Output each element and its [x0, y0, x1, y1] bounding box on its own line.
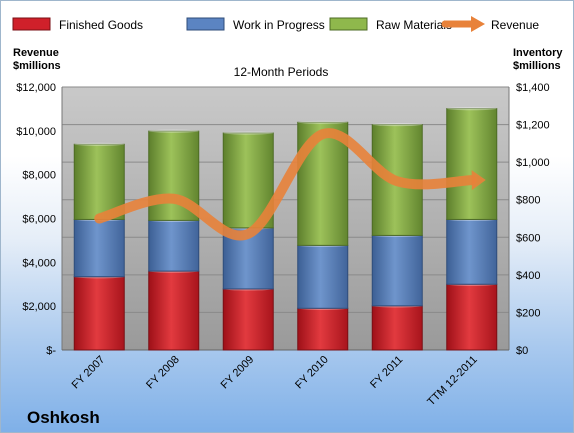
bar-finished-goods [222, 288, 274, 351]
plot-area: $0 $200 $400 $600 $800 $1,000 $1,200 $1,400 $- $2… [16, 82, 549, 408]
bar-finished-goods [73, 276, 125, 351]
legend-label-raw-materials: Raw Materials [376, 18, 452, 32]
right-tick-label: $200 [516, 307, 540, 319]
right-tick-label: $1,400 [516, 82, 550, 94]
bar-raw-materials [73, 143, 125, 220]
right-tick-label: $800 [516, 195, 540, 207]
left-tick-label: $2,000 [22, 301, 56, 313]
left-tick-label: $10,000 [16, 126, 56, 138]
category-label: FY 2010 [293, 354, 331, 392]
revenue-line [94, 128, 477, 241]
right-tick-label: $1,000 [516, 157, 550, 169]
right-axis-title-line1: Inventory [513, 47, 563, 59]
right-tick-label: $1,200 [516, 120, 550, 132]
category-label: FY 2011 [368, 354, 405, 391]
bar-finished-goods [371, 305, 423, 351]
legend-label-revenue: Revenue [491, 18, 539, 32]
bar-segment-top-highlight [372, 122, 423, 127]
category-label: FY 2007 [70, 354, 108, 392]
left-tick-label: $- [46, 345, 56, 357]
bar-finished-goods [446, 283, 498, 351]
left-tick-label: $8,000 [22, 170, 56, 182]
bar-segment-top-highlight [148, 129, 199, 133]
bar-work-in-progress [297, 244, 349, 309]
chart-title: 12-Month Periods [234, 65, 329, 79]
left-tick-label: $12,000 [16, 82, 56, 94]
category-label: FY 2009 [219, 354, 257, 392]
left-axis-title-line2: $millions [13, 60, 61, 72]
category-label: FY 2008 [144, 354, 182, 392]
plot-background [62, 87, 509, 350]
bar-raw-materials [446, 108, 498, 220]
left-axis-title-line1: Revenue [13, 47, 59, 59]
company-name: Oshkosh [27, 408, 100, 427]
bar-segment-top-highlight [223, 131, 274, 135]
right-tick-label: $0 [516, 345, 528, 357]
right-axis-title-line2: $millions [513, 60, 561, 72]
bar-finished-goods [297, 307, 349, 351]
category-label: TTM 12-2011 [425, 354, 480, 409]
left-tick-label: $6,000 [22, 214, 56, 226]
bar-finished-goods [148, 270, 200, 351]
revenue-arrowhead-icon [471, 170, 486, 191]
bar-segment-top-highlight [74, 142, 125, 146]
right-tick-label: $600 [516, 232, 540, 244]
bar-segment-top-highlight [297, 120, 348, 124]
legend-label-work-in-progress: Work in Progress [233, 18, 325, 32]
bar-segment-top-highlight [446, 107, 497, 111]
bar-work-in-progress [148, 219, 200, 272]
legend-swatch-raw-materials [329, 17, 368, 31]
bar-work-in-progress [446, 218, 498, 285]
legend-swatch-work-in-progress [186, 17, 225, 31]
bar-raw-materials [148, 130, 200, 221]
legend-swatch-finished-goods [12, 17, 51, 31]
right-tick-label: $400 [516, 270, 540, 282]
legend-label-finished-goods: Finished Goods [59, 18, 143, 32]
left-tick-label: $4,000 [22, 257, 56, 269]
bar-work-in-progress [73, 218, 125, 278]
legend-arrow-icon [471, 16, 485, 32]
legend: Finished Goods Work in Progress Raw Mate… [12, 16, 539, 32]
bar-work-in-progress [371, 234, 423, 307]
